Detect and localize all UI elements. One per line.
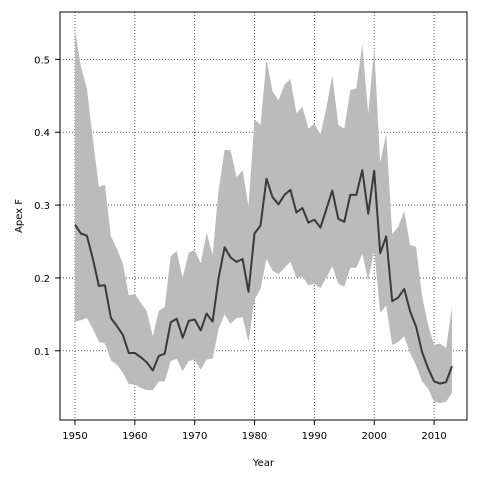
y-tick-label: 0.2 <box>34 274 50 285</box>
apex-f-line <box>74 169 453 385</box>
x-tick-label: 1970 <box>182 431 207 442</box>
x-tick-label: 1950 <box>62 431 87 442</box>
x-tick-label: 2000 <box>362 431 387 442</box>
x-axis-title: Year <box>252 458 275 469</box>
y-axis-title: Apex F <box>14 199 25 233</box>
x-tick-label: 1990 <box>302 431 327 442</box>
x-tick-label: 1960 <box>122 431 147 442</box>
y-tick-label: 0.5 <box>34 55 50 66</box>
confidence-band <box>75 30 452 404</box>
x-tick-label: 2010 <box>421 431 446 442</box>
plot-frame <box>59 11 468 421</box>
y-tick-label: 0.1 <box>34 347 50 358</box>
y-tick-label: 0.4 <box>34 128 50 139</box>
y-axis: 0.1 0.2 0.3 0.4 0.5 <box>34 55 60 358</box>
x-axis: 1950 1960 1970 1980 1990 2000 2010 <box>62 420 447 442</box>
x-tick-label: 1980 <box>242 431 267 442</box>
y-tick-label: 0.3 <box>34 201 50 212</box>
